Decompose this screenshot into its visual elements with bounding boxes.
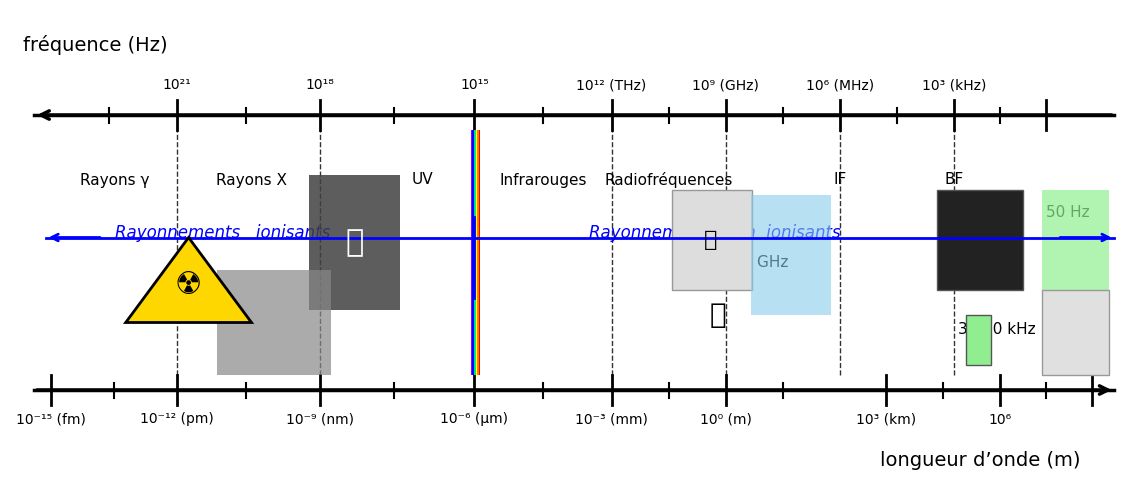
Text: 50 Hz: 50 Hz [1046, 205, 1089, 220]
Text: Radiofréquences: Radiofréquences [605, 172, 733, 188]
Text: 10⁻³ (mm): 10⁻³ (mm) [575, 412, 648, 426]
Text: Infrarouges: Infrarouges [499, 172, 586, 188]
Text: 10⁶: 10⁶ [989, 412, 1012, 426]
Text: 10⁹ (GHz): 10⁹ (GHz) [693, 78, 759, 92]
Text: 10¹⁸: 10¹⁸ [305, 78, 335, 92]
Text: ☢: ☢ [175, 270, 202, 300]
Text: Rayons X: Rayons X [216, 172, 287, 188]
Text: BF: BF [945, 172, 964, 188]
Bar [474, 130, 477, 375]
Bar [479, 130, 480, 375]
Text: 📶: 📶 [710, 301, 726, 329]
Text: 36-90 kHz: 36-90 kHz [958, 322, 1036, 338]
Text: 10⁻¹⁵ (fm): 10⁻¹⁵ (fm) [16, 412, 87, 426]
Bar [477, 130, 478, 375]
Text: 📡: 📡 [704, 230, 718, 250]
Text: 25 kHz: 25 kHz [958, 255, 1010, 270]
Text: 10³ (kHz): 10³ (kHz) [922, 78, 986, 92]
Text: Rayonnements   ionisants: Rayonnements ionisants [115, 224, 330, 242]
Text: Rayonnements  non  ionisants: Rayonnements non ionisants [589, 224, 840, 242]
Text: 10⁻⁹ (nm): 10⁻⁹ (nm) [286, 412, 354, 426]
Bar [309, 175, 400, 310]
Text: ✋: ✋ [345, 228, 363, 257]
Text: 10¹² (THz): 10¹² (THz) [576, 78, 647, 92]
Bar [472, 130, 473, 375]
Text: 10¹⁵: 10¹⁵ [459, 78, 489, 92]
Bar [966, 315, 991, 365]
Text: fréquence (Hz): fréquence (Hz) [23, 35, 168, 55]
Bar [478, 130, 479, 375]
Bar [751, 195, 831, 315]
Text: UV: UV [413, 172, 433, 188]
Text: IF: IF [833, 172, 847, 188]
Text: longueur d’onde (m): longueur d’onde (m) [880, 451, 1080, 470]
Bar [672, 190, 752, 290]
Text: 10⁶ (MHz): 10⁶ (MHz) [806, 78, 874, 92]
Bar [937, 190, 1023, 290]
Text: 10⁻¹² (pm): 10⁻¹² (pm) [141, 412, 214, 426]
Bar [1042, 290, 1109, 375]
Text: 10²¹: 10²¹ [162, 78, 192, 92]
Bar [217, 270, 331, 375]
Bar [473, 130, 474, 375]
Text: 10⁻⁶ (μm): 10⁻⁶ (μm) [440, 412, 509, 426]
Polygon shape [126, 238, 251, 322]
Bar [471, 130, 472, 375]
Text: Rayons γ: Rayons γ [80, 172, 149, 188]
Text: 2,5 GHz: 2,5 GHz [728, 255, 789, 270]
Text: 10³ (km): 10³ (km) [856, 412, 916, 426]
Text: 10⁰ (m): 10⁰ (m) [700, 412, 752, 426]
Bar [1042, 190, 1109, 290]
